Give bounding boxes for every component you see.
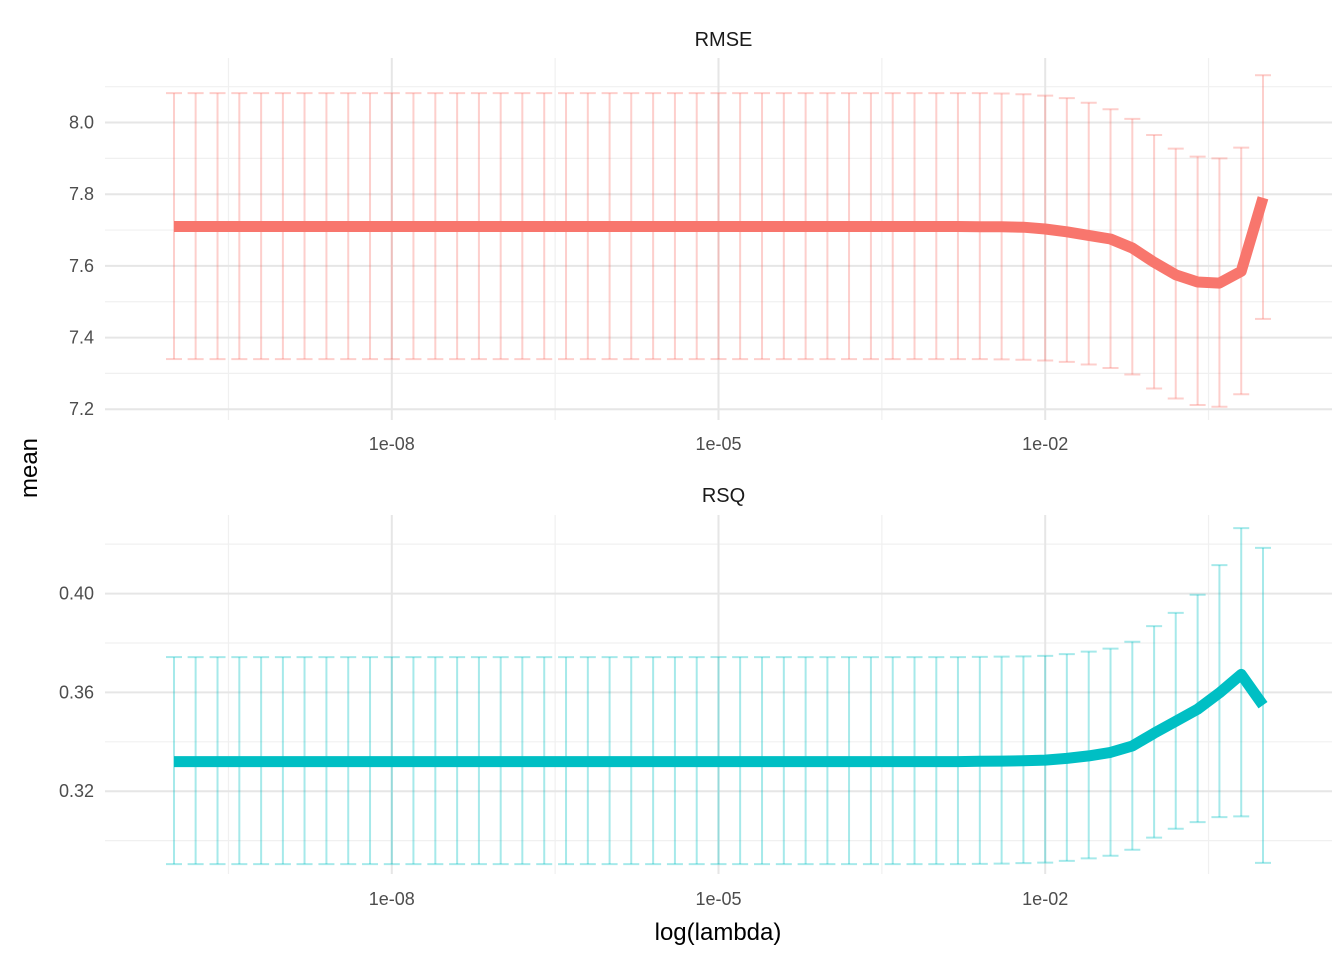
x-tick-label: 1e-05 [695,889,741,909]
panel-title: RSQ [702,485,745,507]
series-line-mean [174,196,1269,289]
panel-0: 7.2 7.4 7.6 7.8 8.0 1e-08 1e-05 1e-02 RMSE [69,29,1332,454]
x-tick-label: 1e-02 [1022,434,1068,454]
error-bar [1255,74,1271,320]
x-tick-label: 1e-02 [1022,889,1068,909]
panel-1: 0.32 0.36 0.40 1e-08 1e-05 1e-02 RSQ [59,485,1332,909]
y-tick-label: 0.36 [59,682,94,702]
y-tick-label: 0.32 [59,781,94,801]
y-tick-label: 7.8 [69,184,94,204]
y-tick-label: 0.40 [59,584,94,604]
y-axis-title: mean [16,438,43,498]
panels: 7.27.47.67.88.01e-08 1e-05 1e-02RMSE0.320.… [59,29,1332,909]
panel-title: RMSE [695,29,753,51]
x-tick-label: 1e-08 [369,889,415,909]
x-tick-label: 1e-08 [369,434,415,454]
y-tick-label: 7.2 [69,399,94,419]
series-line-mean [174,668,1268,768]
y-tick-label: 7.4 [69,328,94,348]
y-tick-label: 7.6 [69,256,94,276]
error-bar [1255,546,1271,864]
x-tick-label: 1e-05 [695,434,741,454]
y-tick-label: 8.0 [69,113,94,133]
x-axis-title: log(lambda) [655,919,782,946]
